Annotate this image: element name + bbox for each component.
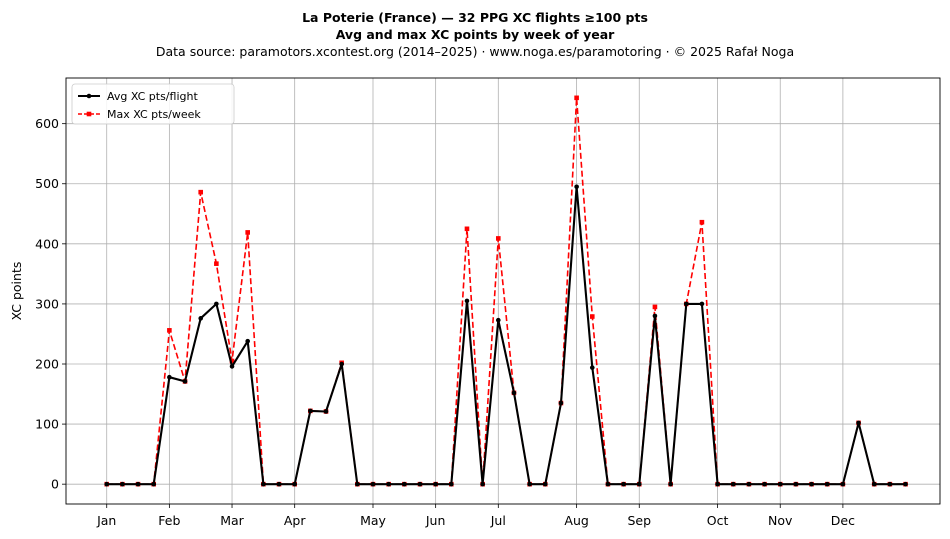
data-point-avg (762, 481, 767, 487)
data-point-avg (621, 481, 626, 487)
chart-subtitle: Avg and max XC points by week of year (335, 27, 615, 42)
data-point-avg (229, 364, 235, 369)
data-point-avg (167, 374, 172, 380)
data-point-avg (370, 481, 376, 487)
axes: 0 100 200 300 400 500 600 Jan Feb Mar Apr May Jun Jul… (9, 77, 941, 528)
y-tick-label: 0 (51, 477, 59, 492)
data-point-avg (480, 481, 485, 487)
series-line-avg (106, 185, 906, 486)
y-axis-label: XC points (9, 262, 24, 321)
data-point-avg (887, 481, 893, 487)
data-point-avg (292, 481, 297, 487)
data-point-max (699, 219, 705, 225)
data-point-avg (777, 481, 783, 487)
data-point-max (214, 261, 219, 266)
data-point-avg (652, 313, 658, 319)
data-point-avg (151, 481, 157, 487)
series-layer (104, 95, 908, 487)
data-point-avg (856, 420, 861, 426)
data-point-avg (245, 338, 250, 344)
data-point-avg (699, 301, 705, 307)
data-point-avg (668, 481, 673, 487)
data-point-avg (511, 390, 517, 396)
data-point-avg (746, 481, 752, 487)
data-point-avg (198, 316, 204, 321)
data-point-max (652, 304, 658, 310)
data-point-avg (417, 481, 423, 487)
data-point-avg (104, 481, 110, 487)
data-point-avg (120, 481, 125, 487)
data-point-avg (809, 481, 814, 487)
data-point-avg (386, 481, 391, 487)
y-tick-label: 600 (35, 116, 59, 131)
data-point-avg (542, 481, 548, 487)
data-point-max (464, 226, 470, 232)
data-point-avg (605, 481, 611, 487)
data-point-avg (793, 481, 799, 487)
legend-box (71, 83, 235, 125)
x-tick-label: Sep (627, 513, 651, 528)
data-point-avg (449, 481, 454, 487)
data-point-avg (464, 298, 470, 304)
data-point-avg (261, 481, 266, 487)
y-tick-label: 300 (35, 296, 59, 311)
x-tick-label: Apr (284, 513, 306, 528)
data-point-avg (323, 409, 329, 414)
legend: Avg XC pts/flight Max XC pts/week (71, 83, 235, 125)
title-block: La Poterie (France) — 32 PPG XC flights … (0, 9, 950, 60)
data-point-avg (589, 365, 595, 370)
x-tick-label: Mar (220, 513, 244, 528)
y-tick-label: 200 (35, 357, 59, 372)
x-tick-label: Feb (158, 513, 180, 528)
x-tick-label: Jul (490, 513, 506, 528)
data-point-avg (840, 481, 846, 487)
data-point-avg (214, 301, 219, 307)
data-point-avg (636, 481, 642, 487)
data-point-avg (433, 481, 438, 487)
data-point-avg (527, 481, 532, 487)
data-point-avg (903, 481, 908, 487)
y-tick-label: 100 (35, 417, 59, 432)
x-tick-label: Oct (707, 513, 729, 528)
x-tick-label: Dec (831, 513, 855, 528)
data-point-avg (276, 481, 282, 487)
x-tick-label: Jan (96, 513, 116, 528)
x-tick-label: May (360, 513, 386, 528)
data-point-avg (308, 408, 313, 414)
data-point-avg (182, 379, 188, 384)
data-point-max (167, 328, 172, 333)
data-point-avg (574, 184, 579, 190)
data-point-max (245, 230, 250, 235)
x-tick-label: Jun (425, 513, 446, 528)
data-point-max (574, 95, 579, 101)
x-tick-label: Aug (564, 513, 588, 528)
data-point-avg (402, 481, 407, 487)
data-point-avg (715, 481, 720, 487)
chart-source-line: Data source: paramotors.xcontest.org (20… (155, 44, 795, 59)
y-tick-label: 400 (35, 236, 59, 251)
data-point-avg (683, 301, 689, 307)
data-point-avg (824, 481, 830, 487)
series-line-max (106, 97, 906, 486)
data-point-max (198, 189, 204, 195)
plot-frame (65, 77, 941, 505)
data-point-avg (496, 317, 501, 323)
y-tick-label: 500 (35, 176, 59, 191)
legend-marker (86, 111, 92, 117)
data-point-avg (355, 481, 360, 487)
legend-label: Avg XC pts/flight (107, 90, 198, 103)
data-point-avg (339, 361, 344, 367)
data-point-avg (730, 481, 736, 487)
legend-label: Max XC pts/week (107, 108, 201, 121)
data-point-max (496, 236, 501, 241)
data-point-max (589, 314, 595, 319)
chart-title: La Poterie (France) — 32 PPG XC flights … (302, 10, 648, 25)
data-point-max (229, 358, 235, 364)
data-point-avg (871, 481, 877, 487)
legend-marker (86, 93, 92, 99)
data-point-avg (135, 481, 141, 487)
data-point-avg (558, 400, 564, 406)
x-tick-label: Nov (768, 513, 793, 528)
